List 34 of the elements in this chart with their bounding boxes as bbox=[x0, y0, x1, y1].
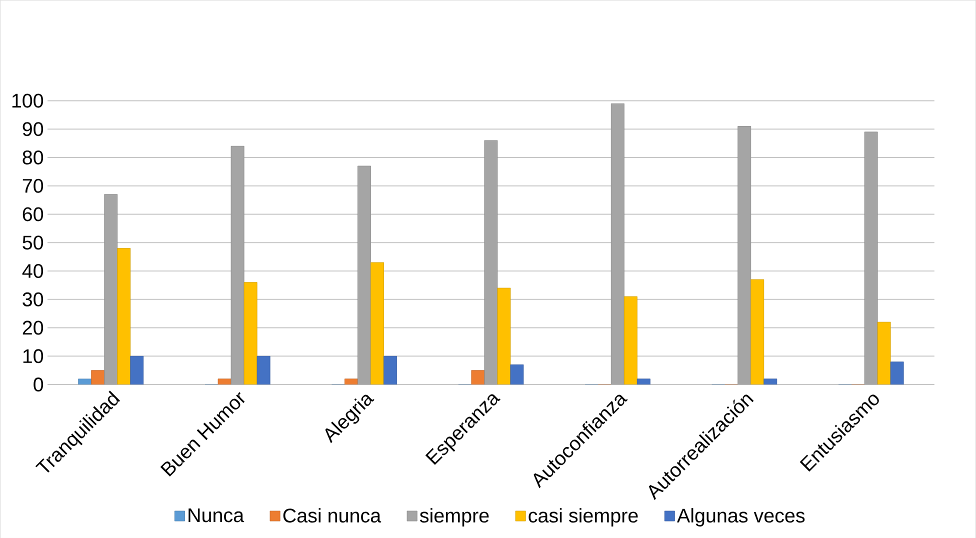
bar bbox=[256, 356, 270, 384]
y-tick-label: 100 bbox=[12, 94, 44, 108]
legend-label: casi siempre bbox=[528, 508, 638, 526]
bar bbox=[104, 194, 118, 384]
bar bbox=[370, 262, 384, 384]
y-tick-label: 20 bbox=[22, 320, 44, 335]
legend-label: Algunas veces bbox=[676, 508, 805, 526]
bar bbox=[117, 248, 131, 384]
bar bbox=[624, 296, 638, 384]
legend-label: Casi nunca bbox=[283, 508, 382, 522]
legend-label: Nunca bbox=[188, 508, 244, 522]
y-tick-label: 10 bbox=[23, 348, 44, 363]
bar bbox=[610, 103, 624, 384]
bar bbox=[130, 356, 144, 384]
y-tick-label: 40 bbox=[22, 264, 44, 278]
bar bbox=[877, 322, 891, 384]
y-tick-label: 30 bbox=[22, 292, 44, 306]
y-tick-label: 50 bbox=[22, 235, 44, 250]
bar bbox=[738, 126, 752, 384]
bar bbox=[750, 279, 764, 384]
bar bbox=[384, 356, 397, 384]
bar bbox=[358, 166, 371, 384]
bar bbox=[244, 282, 258, 384]
bar bbox=[864, 132, 878, 384]
bar bbox=[91, 370, 105, 384]
y-tick-label: 90 bbox=[22, 122, 44, 136]
legend-label: siempre bbox=[420, 508, 489, 526]
bar bbox=[497, 288, 511, 384]
y-tick-label: 0 bbox=[34, 377, 44, 392]
bar bbox=[484, 140, 498, 384]
y-tick-label: 60 bbox=[22, 207, 44, 222]
y-tick-label: 80 bbox=[22, 150, 44, 164]
bar bbox=[230, 146, 244, 384]
y-tick-label: 70 bbox=[22, 178, 44, 193]
